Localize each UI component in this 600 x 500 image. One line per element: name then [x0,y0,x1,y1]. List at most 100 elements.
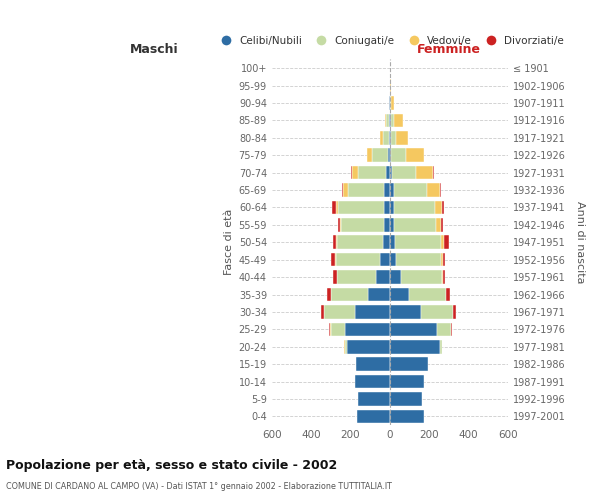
Bar [443,270,445,284]
Bar [368,288,390,302]
Bar [372,148,388,162]
Bar [390,322,437,336]
Bar [352,166,358,179]
Bar [444,236,449,249]
Bar [442,200,444,214]
Bar [355,305,390,318]
Bar [394,114,403,127]
Bar [336,236,337,249]
Bar [435,200,442,214]
Bar [376,270,390,284]
Y-axis label: Anni di nascita: Anni di nascita [575,201,585,283]
Bar [336,200,338,214]
Bar [356,358,390,371]
Bar [390,392,422,406]
Text: Femmine: Femmine [417,43,481,56]
Bar [401,270,442,284]
Bar [335,253,336,266]
Bar [337,236,383,249]
Bar [343,184,347,197]
Bar [441,236,444,249]
Bar [340,218,341,232]
Bar [390,148,391,162]
Bar [391,96,394,110]
Bar [441,218,443,232]
Bar [390,270,401,284]
Bar [390,200,394,214]
Bar [384,200,390,214]
Bar [344,340,347,353]
Bar [358,392,390,406]
Bar [386,114,389,127]
Bar [331,253,335,266]
Bar [453,305,456,318]
Bar [389,131,390,144]
Bar [427,184,440,197]
Text: Maschi: Maschi [130,43,178,56]
Bar [321,305,324,318]
Bar [338,218,340,232]
Bar [451,322,452,336]
Bar [416,166,433,179]
Bar [344,322,390,336]
Bar [367,148,372,162]
Bar [390,184,394,197]
Bar [391,114,394,127]
Bar [385,114,386,127]
Bar [388,148,390,162]
Bar [421,305,453,318]
Bar [409,288,446,302]
Bar [436,218,441,232]
Bar [358,166,386,179]
Bar [390,340,440,353]
Bar [383,236,390,249]
Legend: Celibi/Nubili, Coniugati/e, Vedovi/e, Divorziati/e: Celibi/Nubili, Coniugati/e, Vedovi/e, Di… [212,32,568,50]
Bar [391,131,396,144]
Bar [394,218,436,232]
Bar [333,236,336,249]
Bar [391,148,406,162]
Text: Popolazione per età, sesso e stato civile - 2002: Popolazione per età, sesso e stato civil… [6,460,337,472]
Bar [390,358,428,371]
Bar [380,131,383,144]
Bar [390,253,396,266]
Bar [390,114,391,127]
Bar [336,253,380,266]
Bar [433,166,434,179]
Bar [332,200,336,214]
Text: COMUNE DI CARDANO AL CAMPO (VA) - Dati ISTAT 1° gennaio 2002 - Elaborazione TUTT: COMUNE DI CARDANO AL CAMPO (VA) - Dati I… [6,482,392,491]
Bar [386,166,390,179]
Bar [390,375,424,388]
Bar [396,131,407,144]
Bar [358,410,390,423]
Bar [380,253,390,266]
Bar [441,253,443,266]
Bar [437,322,451,336]
Bar [442,270,443,284]
Bar [347,340,390,353]
Bar [406,148,424,162]
Bar [333,270,337,284]
Bar [390,96,391,110]
Bar [331,288,368,302]
Bar [329,322,330,336]
Bar [383,131,389,144]
Bar [390,166,392,179]
Bar [390,288,409,302]
Bar [341,218,384,232]
Bar [337,270,376,284]
Bar [440,184,441,197]
Bar [440,340,442,353]
Bar [327,288,331,302]
Bar [355,375,390,388]
Bar [390,79,391,92]
Bar [324,305,355,318]
Bar [390,218,394,232]
Bar [394,184,427,197]
Bar [390,131,391,144]
Bar [347,184,384,197]
Bar [392,166,416,179]
Bar [331,322,344,336]
Bar [394,200,435,214]
Bar [384,184,390,197]
